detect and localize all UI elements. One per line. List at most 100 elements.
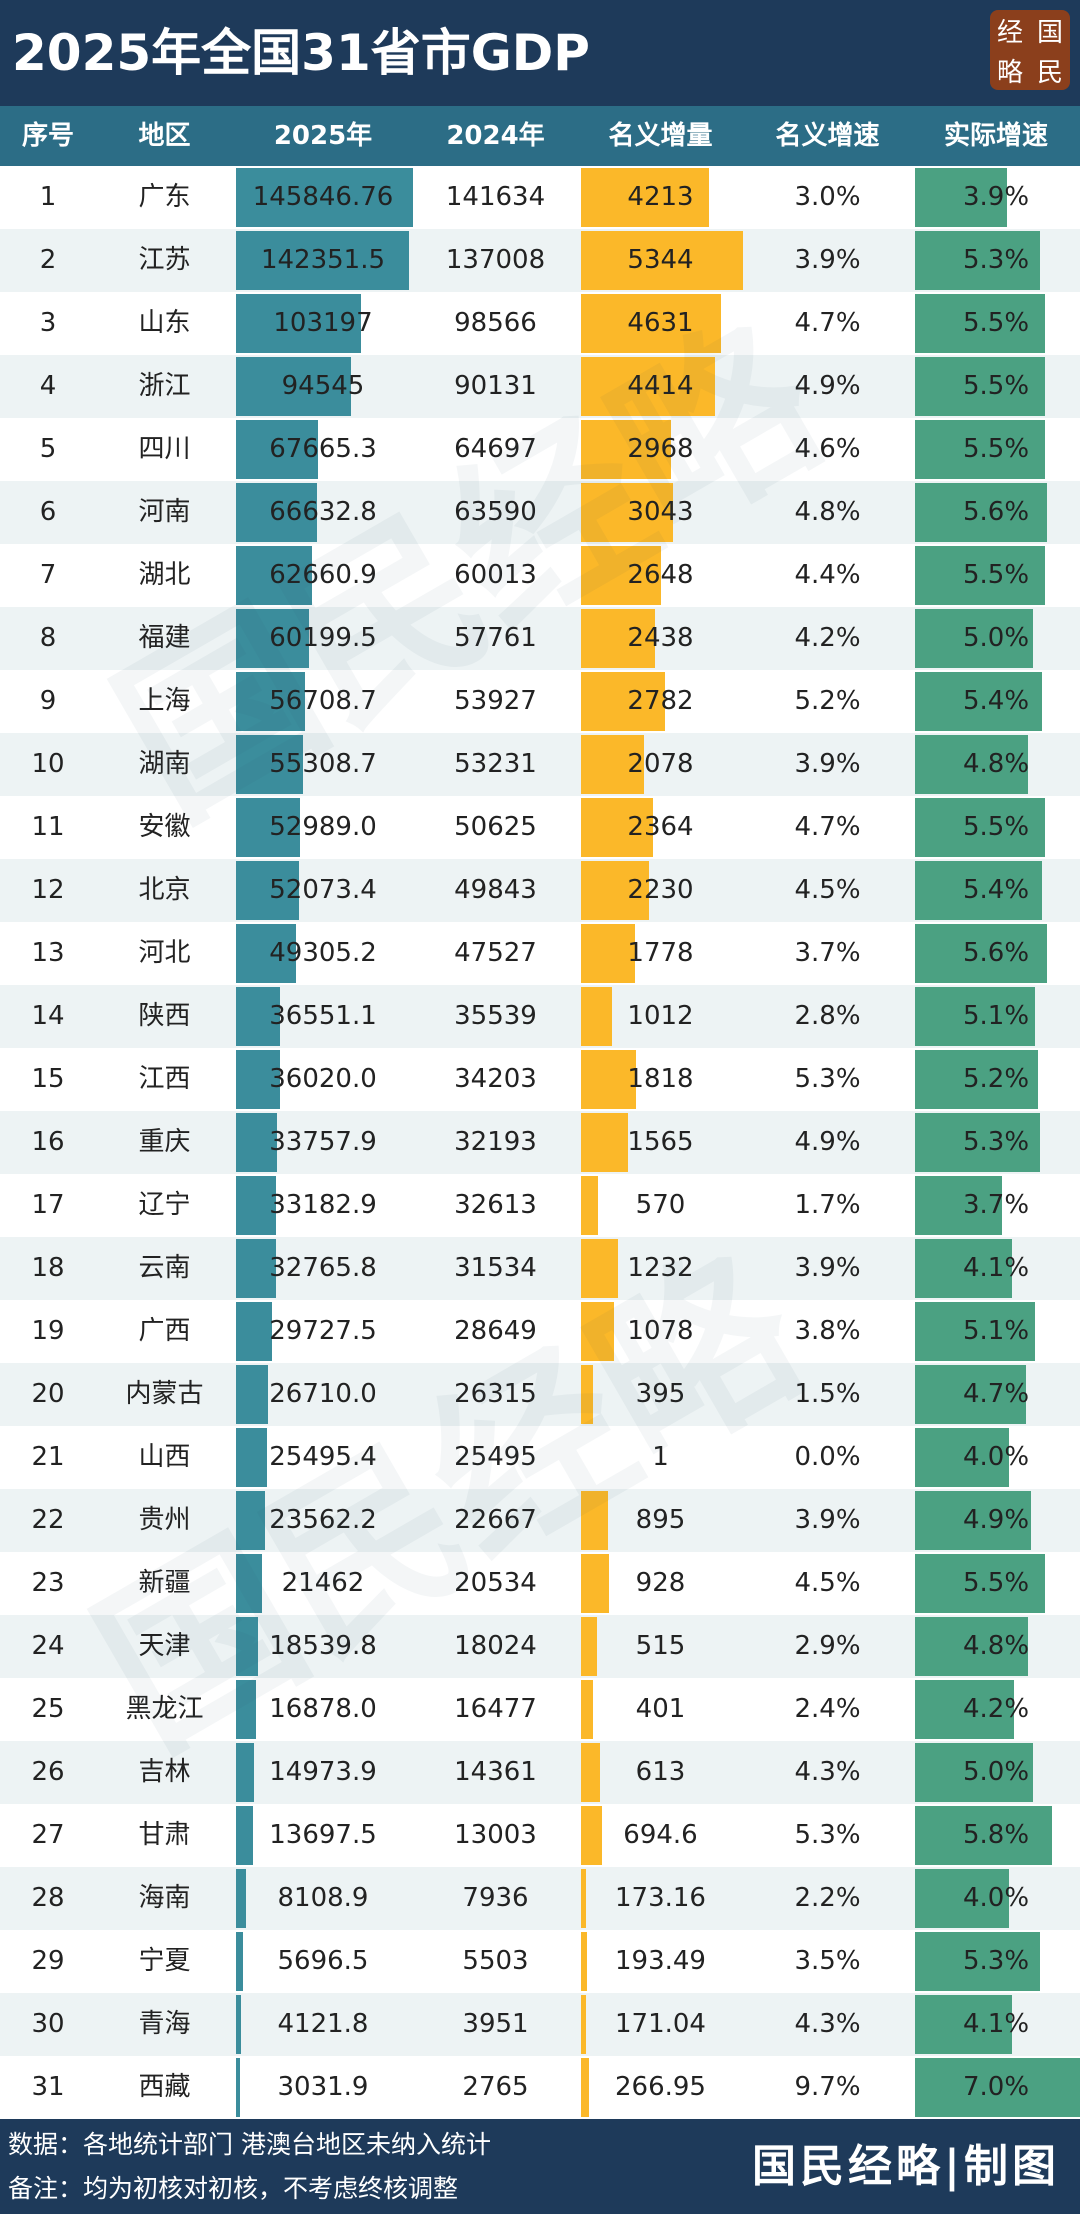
data-bar: [236, 1365, 269, 1424]
cell: 6: [39, 497, 57, 527]
data-bar: [915, 1680, 1014, 1739]
cell: 32193: [454, 1127, 537, 1157]
cell: 4213: [627, 182, 694, 212]
data-bar: [581, 861, 649, 920]
cell: 193.49: [615, 1946, 706, 1976]
cell: 90131: [454, 371, 537, 401]
cell: 35539: [454, 1001, 537, 1031]
column-header: 2024年: [446, 121, 545, 151]
cell: 4.0%: [962, 1442, 1030, 1472]
cell: 18: [31, 1253, 65, 1283]
cell: 5.4%: [962, 686, 1030, 716]
cell: 2.9%: [794, 1631, 861, 1661]
cell: 4.2%: [794, 623, 861, 653]
data-bar: [915, 1239, 1012, 1298]
data-bar: [915, 1995, 1012, 2054]
data-bar: [915, 1302, 1036, 1361]
cell: 56708.7: [269, 686, 377, 716]
cell: 4121.8: [277, 2009, 369, 2039]
cell: 21: [31, 1442, 65, 1472]
data-bar: [915, 1365, 1026, 1424]
cell: 3.9%: [794, 1253, 861, 1283]
data-bar: [581, 1302, 614, 1361]
data-bar: [915, 798, 1045, 857]
table-row: 11 安徽 52989.0 50625 2364 4.7% 5.5%: [0, 796, 1080, 859]
data-bar: [236, 924, 296, 983]
data-bar: [915, 1050, 1038, 1109]
data-bar: [236, 987, 281, 1046]
cell: 山西: [138, 1442, 191, 1472]
cell: 4.1%: [962, 2009, 1030, 2039]
data-bar: [581, 672, 666, 731]
cell: 2.2%: [794, 1883, 861, 1913]
data-bar: [581, 987, 612, 1046]
column-header: 序号: [21, 121, 74, 151]
cell: 53927: [454, 686, 537, 716]
table-row: 12 北京 52073.4 49843 2230 4.5% 5.4%: [0, 859, 1080, 922]
data-bar: [581, 798, 653, 857]
table-row: 31 西藏 3031.9 2765 266.95 9.7% 7.0%: [0, 2056, 1080, 2119]
cell: 22667: [454, 1505, 537, 1535]
table-row: 25 黑龙江 16878.0 16477 401 2.4% 4.2%: [0, 1678, 1080, 1741]
cell: 1: [652, 1442, 669, 1472]
table-row: 3 山东 103197 98566 4631 4.7% 5.5%: [0, 292, 1080, 355]
credit: 国民经略|制图: [751, 2141, 1060, 2192]
title: 2025年全国31省市GDP: [12, 24, 590, 82]
cell: 1778: [627, 938, 694, 968]
cell: 4.9%: [962, 1505, 1030, 1535]
cell: 四川: [138, 434, 191, 464]
cell: 4.3%: [794, 1757, 861, 1787]
cell: 33182.9: [269, 1190, 377, 1220]
cell: 4.1%: [962, 1253, 1030, 1283]
cell: 5.5%: [962, 308, 1030, 338]
data-bar: [581, 2058, 590, 2117]
cell: 3.7%: [962, 1190, 1030, 1220]
data-bar: [581, 1176, 599, 1235]
cell: 4.5%: [794, 875, 861, 905]
data-bar: [581, 1743, 600, 1802]
cell: 3.9%: [794, 1505, 861, 1535]
cell: 3031.9: [277, 2072, 369, 2102]
cell: 0.0%: [794, 1442, 861, 1472]
cell: 16: [31, 1127, 65, 1157]
table-row: 5 四川 67665.3 64697 2968 4.6% 5.5%: [0, 418, 1080, 481]
data-bar: [581, 168, 709, 227]
cell: 137008: [445, 245, 546, 275]
cell: 15: [31, 1064, 65, 1094]
data-bar: [915, 1491, 1031, 1550]
data-bar: [236, 1239, 276, 1298]
cell: 36551.1: [269, 1001, 377, 1031]
cell: 13697.5: [269, 1820, 377, 1850]
data-bar: [236, 1869, 246, 1928]
data-bar: [236, 1491, 265, 1550]
cell: 5.3%: [962, 245, 1030, 275]
data-bar: [915, 2058, 1080, 2117]
table-row: 17 辽宁 33182.9 32613 570 1.7% 3.7%: [0, 1174, 1080, 1237]
cell: 8108.9: [277, 1883, 369, 1913]
cell: 海南: [138, 1883, 191, 1913]
data-bar: [236, 1995, 241, 2054]
data-bar: [236, 1554, 263, 1613]
cell: 4.4%: [794, 560, 861, 590]
data-bar: [915, 1428, 1010, 1487]
cell: 98566: [454, 308, 537, 338]
data-bar: [236, 1176, 277, 1235]
data-bar: [581, 483, 674, 542]
cell: 3043: [627, 497, 694, 527]
cell: 4.8%: [962, 1631, 1030, 1661]
cell: 2230: [627, 875, 694, 905]
logo-char: 民: [1036, 57, 1063, 88]
cell: 19: [31, 1316, 65, 1346]
cell: 广西: [138, 1316, 191, 1346]
cell: 13003: [454, 1820, 537, 1850]
cell: 5.5%: [962, 434, 1030, 464]
data-bar: [236, 546, 313, 605]
cell: 5.5%: [962, 812, 1030, 842]
data-bar: [915, 1743, 1033, 1802]
data-bar: [236, 1428, 267, 1487]
cell: 5.3%: [962, 1946, 1030, 1976]
cell: 31: [31, 2072, 65, 2102]
cell: 5.8%: [962, 1820, 1030, 1850]
cell: 36020.0: [269, 1064, 377, 1094]
cell: 63590: [454, 497, 537, 527]
